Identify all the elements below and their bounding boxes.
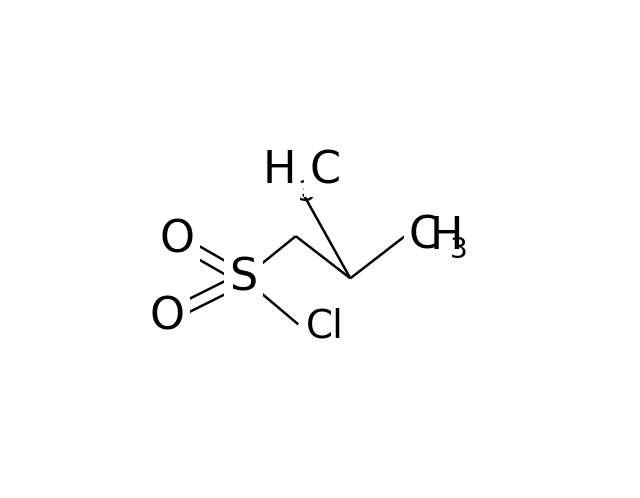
Text: C: C [310, 149, 340, 192]
Text: Cl: Cl [306, 307, 344, 345]
Text: O: O [149, 295, 184, 338]
Text: H: H [262, 149, 296, 192]
Text: O: O [159, 219, 194, 261]
Text: 3: 3 [298, 179, 316, 207]
Text: C: C [409, 215, 440, 257]
Text: 3: 3 [450, 236, 468, 263]
Text: S: S [230, 257, 258, 300]
Text: H: H [429, 215, 463, 257]
